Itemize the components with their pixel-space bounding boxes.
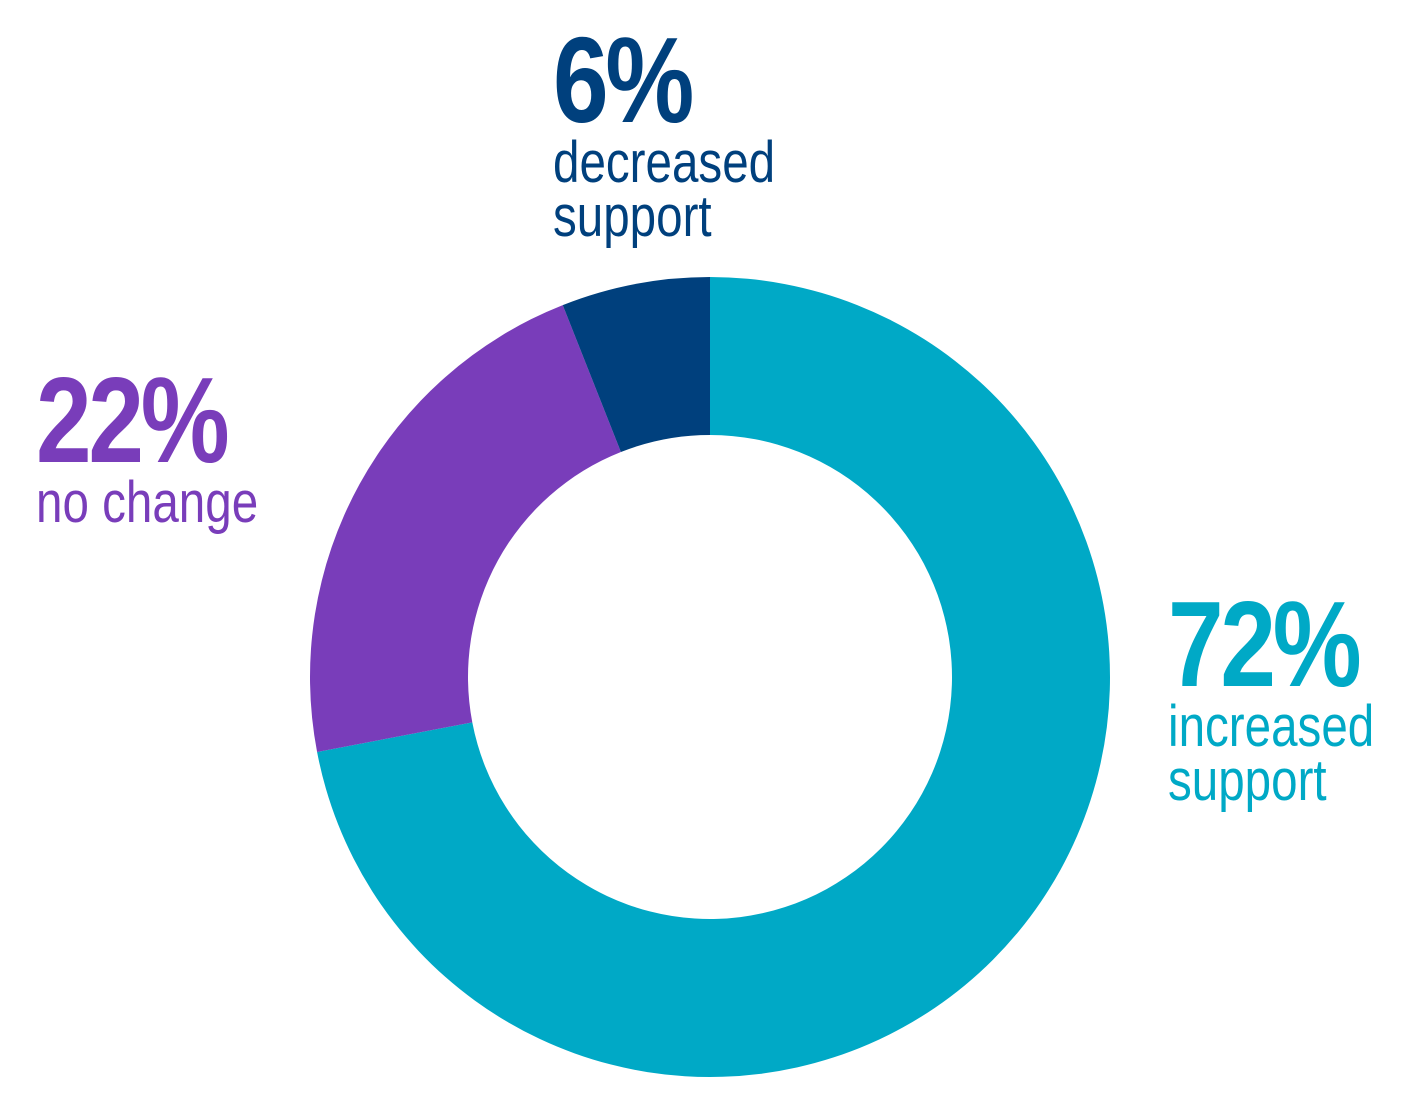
donut-segment [317,277,1111,1077]
category-label: decreased support [553,130,776,249]
donut-segment [309,305,621,752]
category-label: increased support [1168,694,1375,813]
segment-label: 72% increased support [1168,576,1406,813]
category-label: no change [36,470,259,535]
value-label: 22% [36,352,230,488]
segment-label: 22% no change [36,352,364,535]
donut-segment [562,277,710,452]
segment-label: 6% decreased support [553,12,791,249]
value-label: 72% [1168,576,1362,712]
value-label: 6% [553,12,694,148]
